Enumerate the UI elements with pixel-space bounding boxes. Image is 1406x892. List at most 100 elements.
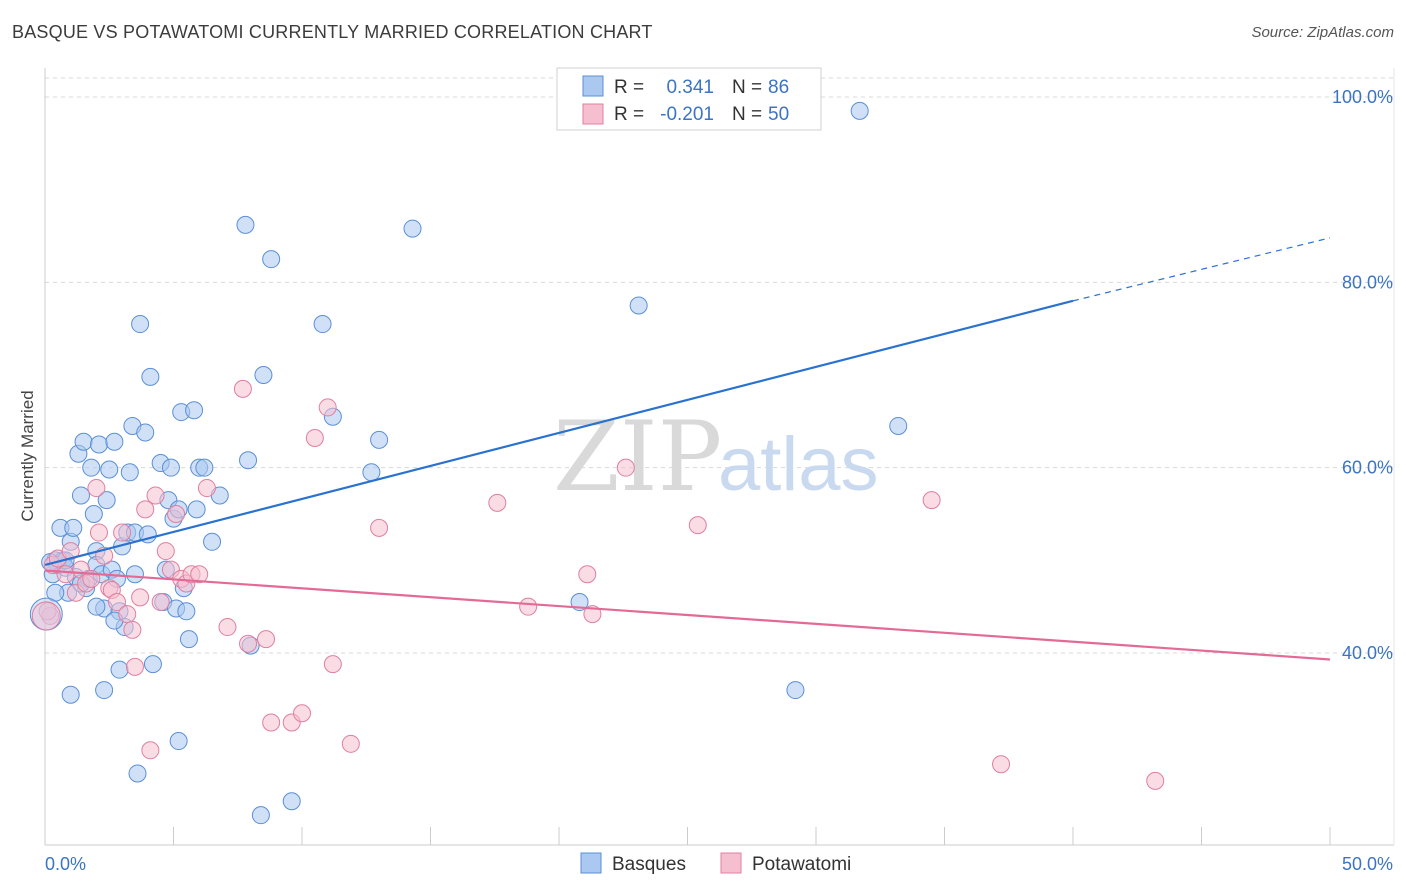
point-basques — [262, 250, 281, 269]
point-basques — [313, 315, 332, 334]
point-potawatomi — [305, 429, 324, 448]
point-potawatomi — [146, 486, 165, 505]
point-potawatomi — [156, 542, 175, 561]
y-tick-label: 100.0% — [1332, 87, 1393, 107]
point-basques — [403, 219, 422, 238]
legend-swatch-basques — [582, 75, 604, 97]
point-basques — [120, 463, 139, 482]
point-basques — [161, 458, 180, 477]
legend-r-label-basques: R = — [614, 77, 644, 98]
legend-r-value-potawatomi: -0.201 — [660, 104, 714, 125]
legend-n-value-potawatomi: 50 — [768, 104, 789, 125]
point-basques — [110, 660, 129, 679]
y-tick-labels: 40.0% 60.0% 80.0% 100.0% — [1332, 87, 1393, 663]
point-potawatomi — [922, 491, 941, 510]
point-potawatomi — [992, 755, 1011, 774]
point-potawatomi — [239, 634, 258, 653]
point-potawatomi — [1146, 771, 1165, 790]
legend-r-label-potawatomi: R = — [614, 104, 644, 125]
point-potawatomi — [197, 479, 216, 498]
point-potawatomi-cluster — [31, 601, 61, 631]
series-legend: Basques Potawatomi — [580, 852, 851, 875]
point-potawatomi — [323, 655, 342, 674]
watermark-zip: ZIP — [553, 401, 722, 513]
point-basques — [850, 101, 869, 120]
point-basques — [203, 532, 222, 551]
point-basques — [64, 518, 83, 537]
point-basques — [97, 491, 116, 510]
point-basques — [105, 432, 124, 451]
point-basques — [136, 423, 155, 442]
point-potawatomi — [578, 565, 597, 584]
point-basques — [370, 430, 389, 449]
bottom-legend-swatch-basques — [580, 852, 602, 874]
point-basques — [239, 451, 258, 470]
point-potawatomi — [107, 593, 126, 612]
legend-n-value-basques: 86 — [768, 77, 789, 98]
point-basques — [282, 792, 301, 811]
point-potawatomi — [61, 542, 80, 561]
point-basques — [195, 458, 214, 477]
point-potawatomi — [136, 500, 155, 519]
point-basques — [71, 486, 90, 505]
point-potawatomi — [616, 458, 635, 477]
trendline-basques-extension — [1072, 237, 1331, 302]
point-potawatomi — [131, 588, 150, 607]
point-potawatomi — [233, 379, 252, 398]
grid-layer — [45, 77, 1394, 654]
point-potawatomi — [190, 565, 209, 584]
point-potawatomi — [125, 657, 144, 676]
point-basques — [100, 460, 119, 479]
point-basques — [141, 367, 160, 386]
point-potawatomi — [89, 523, 108, 542]
point-basques — [187, 500, 206, 519]
watermark-atlas: atlas — [718, 422, 879, 507]
point-basques — [128, 764, 147, 783]
axes-layer — [44, 68, 1395, 846]
point-potawatomi — [488, 493, 507, 512]
point-basques — [889, 416, 908, 435]
trend-layer — [44, 237, 1331, 661]
x-tick-labels: 0.0% 50.0% — [45, 854, 1393, 874]
bottom-legend-swatch-potawatomi — [720, 852, 742, 874]
trendline-potawatomi — [44, 569, 1331, 661]
chart-title: BASQUE VS POTAWATOMI CURRENTLY MARRIED C… — [12, 22, 653, 42]
point-potawatomi — [151, 593, 170, 612]
correlation-legend: R = 0.341 N = 86 R = -0.201 N = 50 — [556, 67, 822, 131]
point-basques — [61, 685, 80, 704]
point-basques — [87, 597, 106, 616]
point-basques — [169, 732, 188, 751]
point-basques — [95, 681, 114, 700]
point-basques — [786, 681, 805, 700]
point-potawatomi — [218, 618, 237, 637]
legend-n-label-potawatomi: N = — [732, 104, 762, 125]
x-tick-label-max: 50.0% — [1342, 854, 1393, 874]
point-potawatomi — [38, 602, 57, 621]
point-potawatomi — [87, 479, 106, 498]
point-potawatomi — [113, 523, 132, 542]
point-potawatomi — [318, 398, 337, 417]
point-basques — [629, 296, 648, 315]
point-potawatomi — [370, 518, 389, 537]
x-tick-label-min: 0.0% — [45, 854, 86, 874]
point-potawatomi — [123, 620, 142, 639]
trendline-basques — [44, 299, 1074, 567]
point-basques — [179, 630, 198, 649]
point-basques — [362, 463, 381, 482]
point-basques — [84, 505, 103, 523]
point-potawatomi — [293, 704, 311, 723]
y-tick-label: 40.0% — [1342, 643, 1393, 663]
legend-swatch-potawatomi — [582, 103, 604, 125]
point-potawatomi — [56, 565, 75, 584]
point-basques — [143, 655, 162, 674]
point-basques — [89, 435, 108, 454]
point-potawatomi — [341, 734, 360, 753]
point-potawatomi — [118, 605, 137, 624]
point-potawatomi — [167, 505, 186, 523]
point-basques — [125, 565, 144, 584]
source-label: Source: ZipAtlas.com — [1251, 24, 1394, 41]
point-potawatomi — [519, 597, 538, 616]
point-potawatomi — [583, 605, 602, 624]
legend-n-label-basques: N = — [732, 77, 762, 98]
